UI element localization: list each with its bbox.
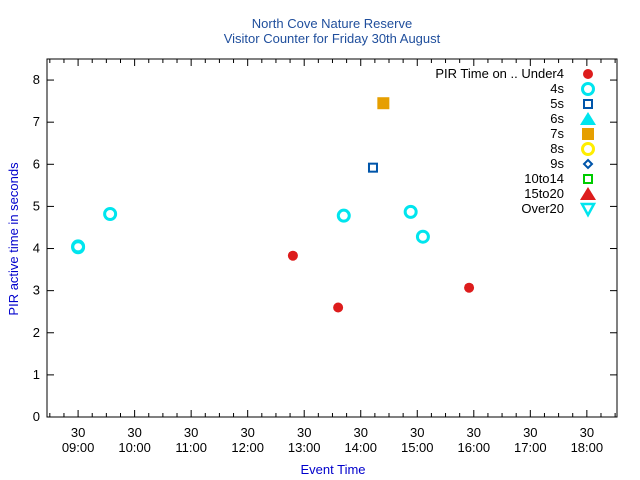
data-point-4s — [405, 206, 416, 217]
legend-marker — [580, 112, 596, 125]
x-tick-label-top: 30 — [297, 425, 311, 440]
x-tick-label-top: 30 — [240, 425, 254, 440]
plot-frame — [47, 59, 617, 417]
legend-label: 6s — [550, 111, 564, 126]
legend-marker — [582, 204, 594, 215]
x-tick-label: 14:00 — [344, 440, 377, 455]
y-tick-label: 3 — [33, 283, 40, 298]
x-tick-label-top: 30 — [580, 425, 594, 440]
y-tick-label: 2 — [33, 325, 40, 340]
legend-marker — [583, 84, 594, 95]
data-point-7s — [377, 97, 389, 109]
legend-marker — [584, 175, 592, 183]
legend-marker — [582, 128, 594, 140]
y-tick-label: 5 — [33, 198, 40, 213]
data-point-4s — [105, 208, 116, 219]
x-tick-label: 12:00 — [231, 440, 264, 455]
x-tick-label-top: 30 — [184, 425, 198, 440]
y-tick-label: 6 — [33, 156, 40, 171]
data-point-Under4 — [464, 283, 474, 293]
y-tick-label: 4 — [33, 241, 40, 256]
x-tick-label: 18:00 — [571, 440, 604, 455]
legend-label: 4s — [550, 81, 564, 96]
legend-marker — [584, 100, 592, 108]
x-tick-label: 15:00 — [401, 440, 434, 455]
x-tick-label: 13:00 — [288, 440, 321, 455]
chart-title: North Cove Nature Reserve — [252, 16, 412, 31]
legend-label: Over20 — [521, 201, 564, 216]
y-tick-label: 1 — [33, 367, 40, 382]
y-axis-label: PIR active time in seconds — [6, 162, 21, 316]
data-point-4s — [338, 210, 349, 221]
x-tick-label-top: 30 — [354, 425, 368, 440]
data-points — [73, 97, 474, 312]
x-tick-label-top: 30 — [127, 425, 141, 440]
scatter-chart: North Cove Nature Reserve Visitor Counte… — [0, 0, 640, 480]
data-point-5s — [369, 164, 377, 172]
x-tick-label: 17:00 — [514, 440, 547, 455]
data-point-4s — [417, 231, 428, 242]
x-tick-label: 16:00 — [458, 440, 491, 455]
legend-label: 8s — [550, 141, 564, 156]
data-point-Under4 — [333, 302, 343, 312]
x-tick-label-top: 30 — [71, 425, 85, 440]
legend-marker — [583, 69, 593, 79]
legend-marker — [583, 144, 594, 155]
y-axis: 0 1 2 3 4 5 6 7 8 — [33, 72, 617, 424]
y-tick-label: 8 — [33, 72, 40, 87]
x-tick-label-top: 30 — [410, 425, 424, 440]
legend-label: 5s — [550, 96, 564, 111]
x-tick-label-top: 30 — [467, 425, 481, 440]
x-tick-label: 10:00 — [118, 440, 151, 455]
legend-label: PIR Time on .. Under4 — [435, 66, 564, 81]
y-tick-label: 7 — [33, 114, 40, 129]
x-tick-label-top: 30 — [523, 425, 537, 440]
data-point-Under4 — [288, 251, 298, 261]
legend: PIR Time on .. Under44s5s6s7s8s9s10to141… — [435, 66, 596, 216]
y-tick-label: 0 — [33, 409, 40, 424]
x-axis: 3009:003010:003011:003012:003013:003014:… — [50, 59, 615, 455]
legend-marker — [584, 160, 592, 168]
legend-label: 15to20 — [524, 186, 564, 201]
chart-subtitle: Visitor Counter for Friday 30th August — [224, 31, 441, 46]
x-axis-label: Event Time — [300, 462, 365, 477]
legend-marker — [580, 187, 596, 200]
legend-label: 9s — [550, 156, 564, 171]
x-tick-label: 11:00 — [175, 440, 207, 455]
legend-label: 7s — [550, 126, 564, 141]
x-tick-label: 09:00 — [62, 440, 95, 455]
legend-label: 10to14 — [524, 171, 564, 186]
